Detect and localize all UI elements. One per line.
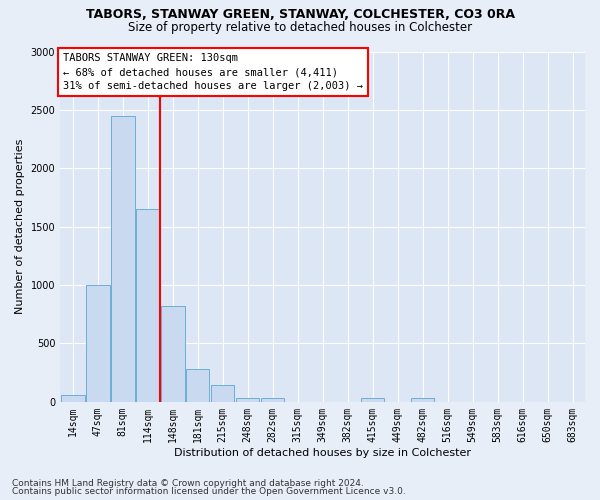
Bar [361,398,385,402]
Text: TABORS STANWAY GREEN: 130sqm
← 68% of detached houses are smaller (4,411)
31% of: TABORS STANWAY GREEN: 130sqm ← 68% of de… [63,54,363,92]
Bar [111,116,134,402]
Bar [236,398,259,402]
Bar [161,306,185,402]
Text: TABORS, STANWAY GREEN, STANWAY, COLCHESTER, CO3 0RA: TABORS, STANWAY GREEN, STANWAY, COLCHEST… [86,8,515,20]
Bar [61,395,85,402]
Text: Size of property relative to detached houses in Colchester: Size of property relative to detached ho… [128,21,472,34]
Text: Contains HM Land Registry data © Crown copyright and database right 2024.: Contains HM Land Registry data © Crown c… [12,478,364,488]
Y-axis label: Number of detached properties: Number of detached properties [15,139,25,314]
Bar [186,369,209,402]
X-axis label: Distribution of detached houses by size in Colchester: Distribution of detached houses by size … [174,448,471,458]
Bar [410,398,434,402]
Bar [86,285,110,402]
Text: Contains public sector information licensed under the Open Government Licence v3: Contains public sector information licen… [12,487,406,496]
Bar [136,209,160,402]
Bar [211,386,235,402]
Bar [261,398,284,402]
